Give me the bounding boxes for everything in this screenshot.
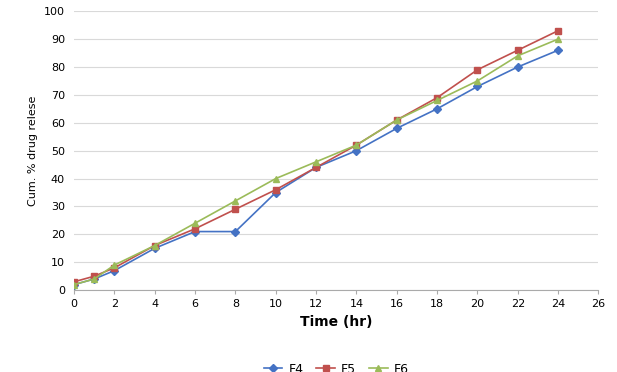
F6 (433, 98, 441, 103)
F4 (474, 84, 481, 89)
F6 (232, 199, 239, 203)
F5 (312, 165, 320, 170)
Y-axis label: Cum. % drug relese: Cum. % drug relese (28, 96, 38, 206)
Line: F5: F5 (71, 28, 561, 285)
F6 (474, 79, 481, 83)
F4 (70, 282, 78, 287)
F4 (514, 65, 521, 69)
F4 (232, 229, 239, 234)
F4 (191, 229, 199, 234)
F5 (110, 266, 118, 270)
F6 (272, 176, 280, 181)
Legend: F4, F5, F6: F4, F5, F6 (259, 358, 414, 372)
F5 (91, 274, 98, 278)
F6 (555, 37, 562, 41)
F4 (272, 190, 280, 195)
F4 (91, 277, 98, 281)
F4 (393, 126, 400, 131)
F5 (272, 187, 280, 192)
F4 (555, 48, 562, 52)
F5 (555, 28, 562, 33)
F4 (110, 269, 118, 273)
F4 (353, 148, 360, 153)
F5 (474, 67, 481, 72)
F5 (232, 207, 239, 211)
X-axis label: Time (hr): Time (hr) (300, 315, 373, 329)
F5 (151, 243, 159, 248)
F4 (312, 165, 320, 170)
F6 (353, 143, 360, 147)
F6 (91, 277, 98, 281)
F5 (393, 118, 400, 122)
F5 (70, 280, 78, 284)
Line: F6: F6 (71, 36, 561, 287)
F5 (514, 48, 521, 52)
F6 (312, 160, 320, 164)
F6 (514, 54, 521, 58)
F4 (151, 246, 159, 251)
F6 (393, 118, 400, 122)
Line: F4: F4 (71, 48, 561, 287)
F6 (110, 263, 118, 267)
F6 (70, 282, 78, 287)
F4 (433, 106, 441, 111)
F6 (151, 243, 159, 248)
F5 (433, 96, 441, 100)
F5 (191, 227, 199, 231)
F6 (191, 221, 199, 225)
F5 (353, 143, 360, 147)
